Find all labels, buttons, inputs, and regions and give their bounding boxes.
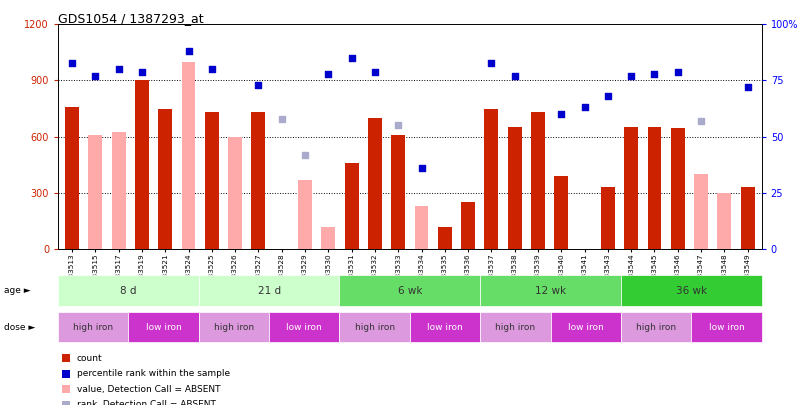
Text: high iron: high iron [214, 322, 254, 332]
Text: low iron: low iron [286, 322, 322, 332]
Point [322, 70, 334, 77]
Text: 36 wk: 36 wk [675, 286, 707, 296]
Text: rank, Detection Call = ABSENT: rank, Detection Call = ABSENT [77, 400, 215, 405]
Point [742, 84, 754, 90]
Point [671, 68, 684, 75]
Bar [298, 180, 312, 249]
Bar [322, 227, 335, 249]
Text: low iron: low iron [568, 322, 604, 332]
Point [112, 66, 125, 72]
Bar [89, 135, 102, 249]
Text: value, Detection Call = ABSENT: value, Detection Call = ABSENT [77, 385, 220, 394]
Text: 6 wk: 6 wk [397, 286, 422, 296]
Bar [508, 127, 521, 249]
Bar [205, 112, 218, 249]
Bar [111, 132, 126, 249]
Point [648, 70, 661, 77]
Bar [391, 135, 405, 249]
Point [135, 68, 148, 75]
Point [65, 59, 78, 66]
Text: high iron: high iron [355, 322, 395, 332]
Bar [624, 127, 638, 249]
Bar [671, 128, 685, 249]
Text: age ►: age ► [4, 286, 31, 295]
Text: high iron: high iron [636, 322, 676, 332]
Point [298, 151, 311, 158]
Text: low iron: low iron [146, 322, 181, 332]
Point [415, 165, 428, 171]
Text: high iron: high iron [73, 322, 114, 332]
Bar [181, 62, 196, 249]
Point [206, 66, 218, 72]
Bar [228, 137, 242, 249]
Bar [461, 202, 475, 249]
Point [392, 122, 405, 129]
Text: GDS1054 / 1387293_at: GDS1054 / 1387293_at [58, 12, 204, 25]
Point [601, 93, 614, 100]
Point [578, 104, 591, 111]
Bar [65, 107, 79, 249]
Bar [717, 193, 731, 249]
Point [89, 73, 102, 79]
Point [485, 59, 498, 66]
Text: percentile rank within the sample: percentile rank within the sample [77, 369, 230, 378]
Point [368, 68, 381, 75]
Point [625, 73, 638, 79]
Bar [135, 81, 149, 249]
Text: 8 d: 8 d [120, 286, 137, 296]
Point [509, 73, 521, 79]
Text: high iron: high iron [496, 322, 535, 332]
Point [182, 48, 195, 55]
Text: low iron: low iron [708, 322, 745, 332]
Bar [694, 174, 708, 249]
Point [555, 111, 567, 117]
Text: count: count [77, 354, 102, 363]
Text: 21 d: 21 d [258, 286, 280, 296]
Bar [531, 112, 545, 249]
Bar [601, 187, 615, 249]
Bar [484, 109, 498, 249]
Point [695, 118, 708, 124]
Point [345, 55, 358, 61]
Bar [158, 109, 172, 249]
Text: 12 wk: 12 wk [535, 286, 566, 296]
Point [252, 82, 265, 88]
Bar [345, 163, 359, 249]
Bar [251, 112, 265, 249]
Text: dose ►: dose ► [4, 322, 35, 332]
Bar [368, 118, 382, 249]
Point [276, 115, 289, 122]
Text: low iron: low iron [427, 322, 463, 332]
Bar [555, 176, 568, 249]
Bar [647, 127, 662, 249]
Bar [741, 187, 754, 249]
Bar [414, 206, 429, 249]
Bar [438, 227, 452, 249]
